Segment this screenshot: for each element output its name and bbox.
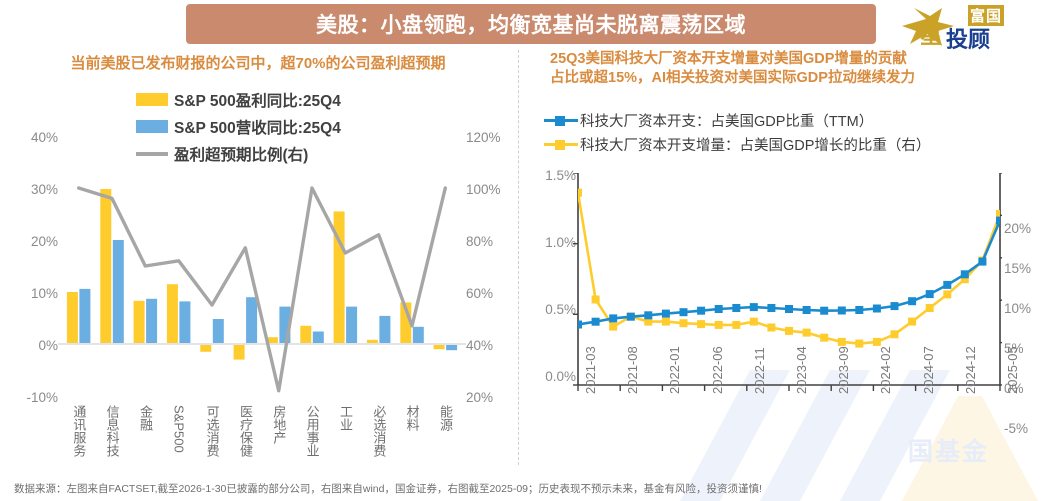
legend-marker-yellow: [544, 137, 578, 151]
legend-swatch-blue: [136, 120, 168, 133]
right-chart-legend: 科技大厂资本开支：占美国GDP比重（TTM） 科技大厂资本开支增量：占美国GDP…: [544, 108, 930, 156]
left-ytick-neg10: -10%: [26, 390, 58, 405]
right-xtick-8: 2024-07: [920, 346, 936, 394]
left-xtick-10: 材料: [404, 405, 420, 431]
left-xtick-7: 公用事业: [304, 405, 320, 457]
left-plot-area: [58, 136, 466, 396]
right-ytick-1p0: 1.0%: [545, 235, 576, 250]
left-xtick-8: 工业: [337, 405, 353, 431]
right-y2tick-20: 20%: [1004, 221, 1032, 236]
right-xtick-4: 2022-11: [751, 347, 767, 394]
right-xtick-1: 2021-08: [625, 346, 641, 394]
source-footnote: 数据来源：左图来自FACTSET,截至2026-1-30已披露的部分公司，右图来…: [14, 483, 762, 495]
right-chart-panel: 25Q3美国科技大厂资本开支增量对美国GDP增量的贡献 占比或超15%，AI相关…: [520, 48, 1048, 468]
left-y2tick-40: 40%: [466, 338, 494, 353]
right-ytick-0p0: 0.0%: [545, 369, 576, 384]
panel-divider: [518, 50, 519, 465]
right-xtick-10: 2025-05: [1005, 346, 1020, 394]
legend-label-capex-delta: 科技大厂资本开支增量：占美国GDP增长的比重（右）: [580, 137, 931, 154]
left-xtick-1: 信息科技: [104, 405, 120, 457]
left-ytick-20: 20%: [30, 234, 58, 249]
right-xtick-0: 2021-03: [583, 346, 598, 394]
left-xtick-3: S&P500: [171, 405, 187, 453]
right-chart-title: 25Q3美国科技大厂资本开支增量对美国GDP增量的贡献 占比或超15%，AI相关…: [532, 50, 1040, 88]
left-y2tick-100: 100%: [466, 182, 501, 197]
left-y2tick-120: 120%: [466, 130, 501, 145]
right-lines-layer: [578, 188, 1000, 348]
legend-label-beat-ratio: 盈利超预期比例(右): [174, 146, 309, 164]
page-title: 美股：小盘领跑，均衡宽基尚未脱离震荡区域: [316, 14, 746, 37]
legend-label-earnings-yoy: S&P 500盈利同比:25Q4: [174, 92, 341, 110]
legend-label-capex-share: 科技大厂资本开支：占美国GDP比重（TTM）: [580, 113, 874, 130]
legend-item-capex-share[interactable]: 科技大厂资本开支：占美国GDP比重（TTM）: [544, 108, 930, 132]
header-banner: 美股：小盘领跑，均衡宽基尚未脱离震荡区域: [186, 4, 876, 44]
left-xtick-0: 通讯服务: [71, 405, 87, 457]
right-xtick-6: 2023-09: [836, 346, 852, 394]
right-ytick-1p5: 1.5%: [545, 168, 576, 183]
left-y2tick-20: 20%: [466, 390, 494, 405]
left-xtick-11: 能源: [437, 405, 453, 431]
left-ytick-0: 0%: [38, 338, 58, 353]
right-xtick-2: 2022-01: [667, 346, 683, 394]
right-y2tick-0: 0%: [1004, 381, 1024, 396]
right-y2tick-15: 15%: [1004, 261, 1032, 276]
right-y2tick-neg5: -5%: [1004, 421, 1029, 436]
legend-swatch-gray-line: [136, 151, 168, 156]
left-xtick-6: 房地产: [271, 405, 287, 444]
logo-top-text: 富国: [968, 5, 1005, 26]
right-xtick-3: 2022-06: [709, 346, 725, 394]
legend-label-revenue-yoy: S&P 500营收同比:25Q4: [174, 119, 341, 137]
left-chart-title: 当前美股已发布财报的公司中，超70%的公司盈利超预期: [70, 55, 446, 72]
legend-item-revenue-yoy[interactable]: S&P 500营收同比:25Q4: [136, 113, 341, 140]
logo-star-char: 星: [920, 23, 943, 48]
star-icon: [902, 8, 954, 46]
right-chart-title-line1: 25Q3美国科技大厂资本开支增量对美国GDP增量的贡献: [550, 51, 907, 67]
right-plot-area: [573, 173, 1002, 391]
logo-bottom-text: 投顾: [946, 27, 991, 52]
left-zero-line: [58, 343, 466, 345]
right-chart-title-line2: 占比或超15%，AI相关投资对美国实际GDP拉动继续发力: [550, 70, 915, 86]
left-ytick-40: 40%: [30, 130, 58, 145]
left-ytick-10: 10%: [30, 286, 58, 301]
right-axes-layer: [573, 173, 1002, 391]
left-chart-panel: 当前美股已发布财报的公司中，超70%的公司盈利超预期 S&P 500盈利同比:2…: [0, 48, 518, 468]
right-y2tick-5: 5%: [1004, 341, 1024, 356]
left-line-layer: [77, 186, 447, 393]
right-xtick-5: 2023-04: [794, 346, 809, 394]
right-y2tick-10: 10%: [1004, 301, 1032, 316]
legend-item-earnings-yoy[interactable]: S&P 500盈利同比:25Q4: [136, 86, 341, 113]
left-y2tick-60: 60%: [466, 286, 494, 301]
left-chart-legend: S&P 500盈利同比:25Q4 S&P 500营收同比:25Q4 盈利超预期比…: [136, 86, 341, 167]
left-xtick-5: 医疗保健: [237, 405, 253, 457]
right-xtick-7: 2024-02: [878, 346, 894, 394]
legend-swatch-yellow: [136, 93, 168, 106]
right-xtick-9: 2024-12: [962, 346, 978, 394]
right-ytick-0p5: 0.5%: [545, 302, 576, 317]
brand-logo: 星 富国 投顾: [890, 2, 1040, 52]
left-ytick-30: 30%: [30, 182, 58, 197]
left-bars-layer: [66, 189, 458, 360]
left-y2tick-80: 80%: [466, 234, 494, 249]
legend-item-capex-delta[interactable]: 科技大厂资本开支增量：占美国GDP增长的比重（右）: [544, 132, 930, 156]
left-xtick-2: 金融: [137, 405, 153, 431]
legend-marker-blue: [544, 113, 578, 127]
legend-item-beat-ratio[interactable]: 盈利超预期比例(右): [136, 140, 341, 167]
left-xtick-9: 必选消费: [371, 405, 387, 457]
left-xtick-4: 可选消费: [204, 405, 220, 457]
